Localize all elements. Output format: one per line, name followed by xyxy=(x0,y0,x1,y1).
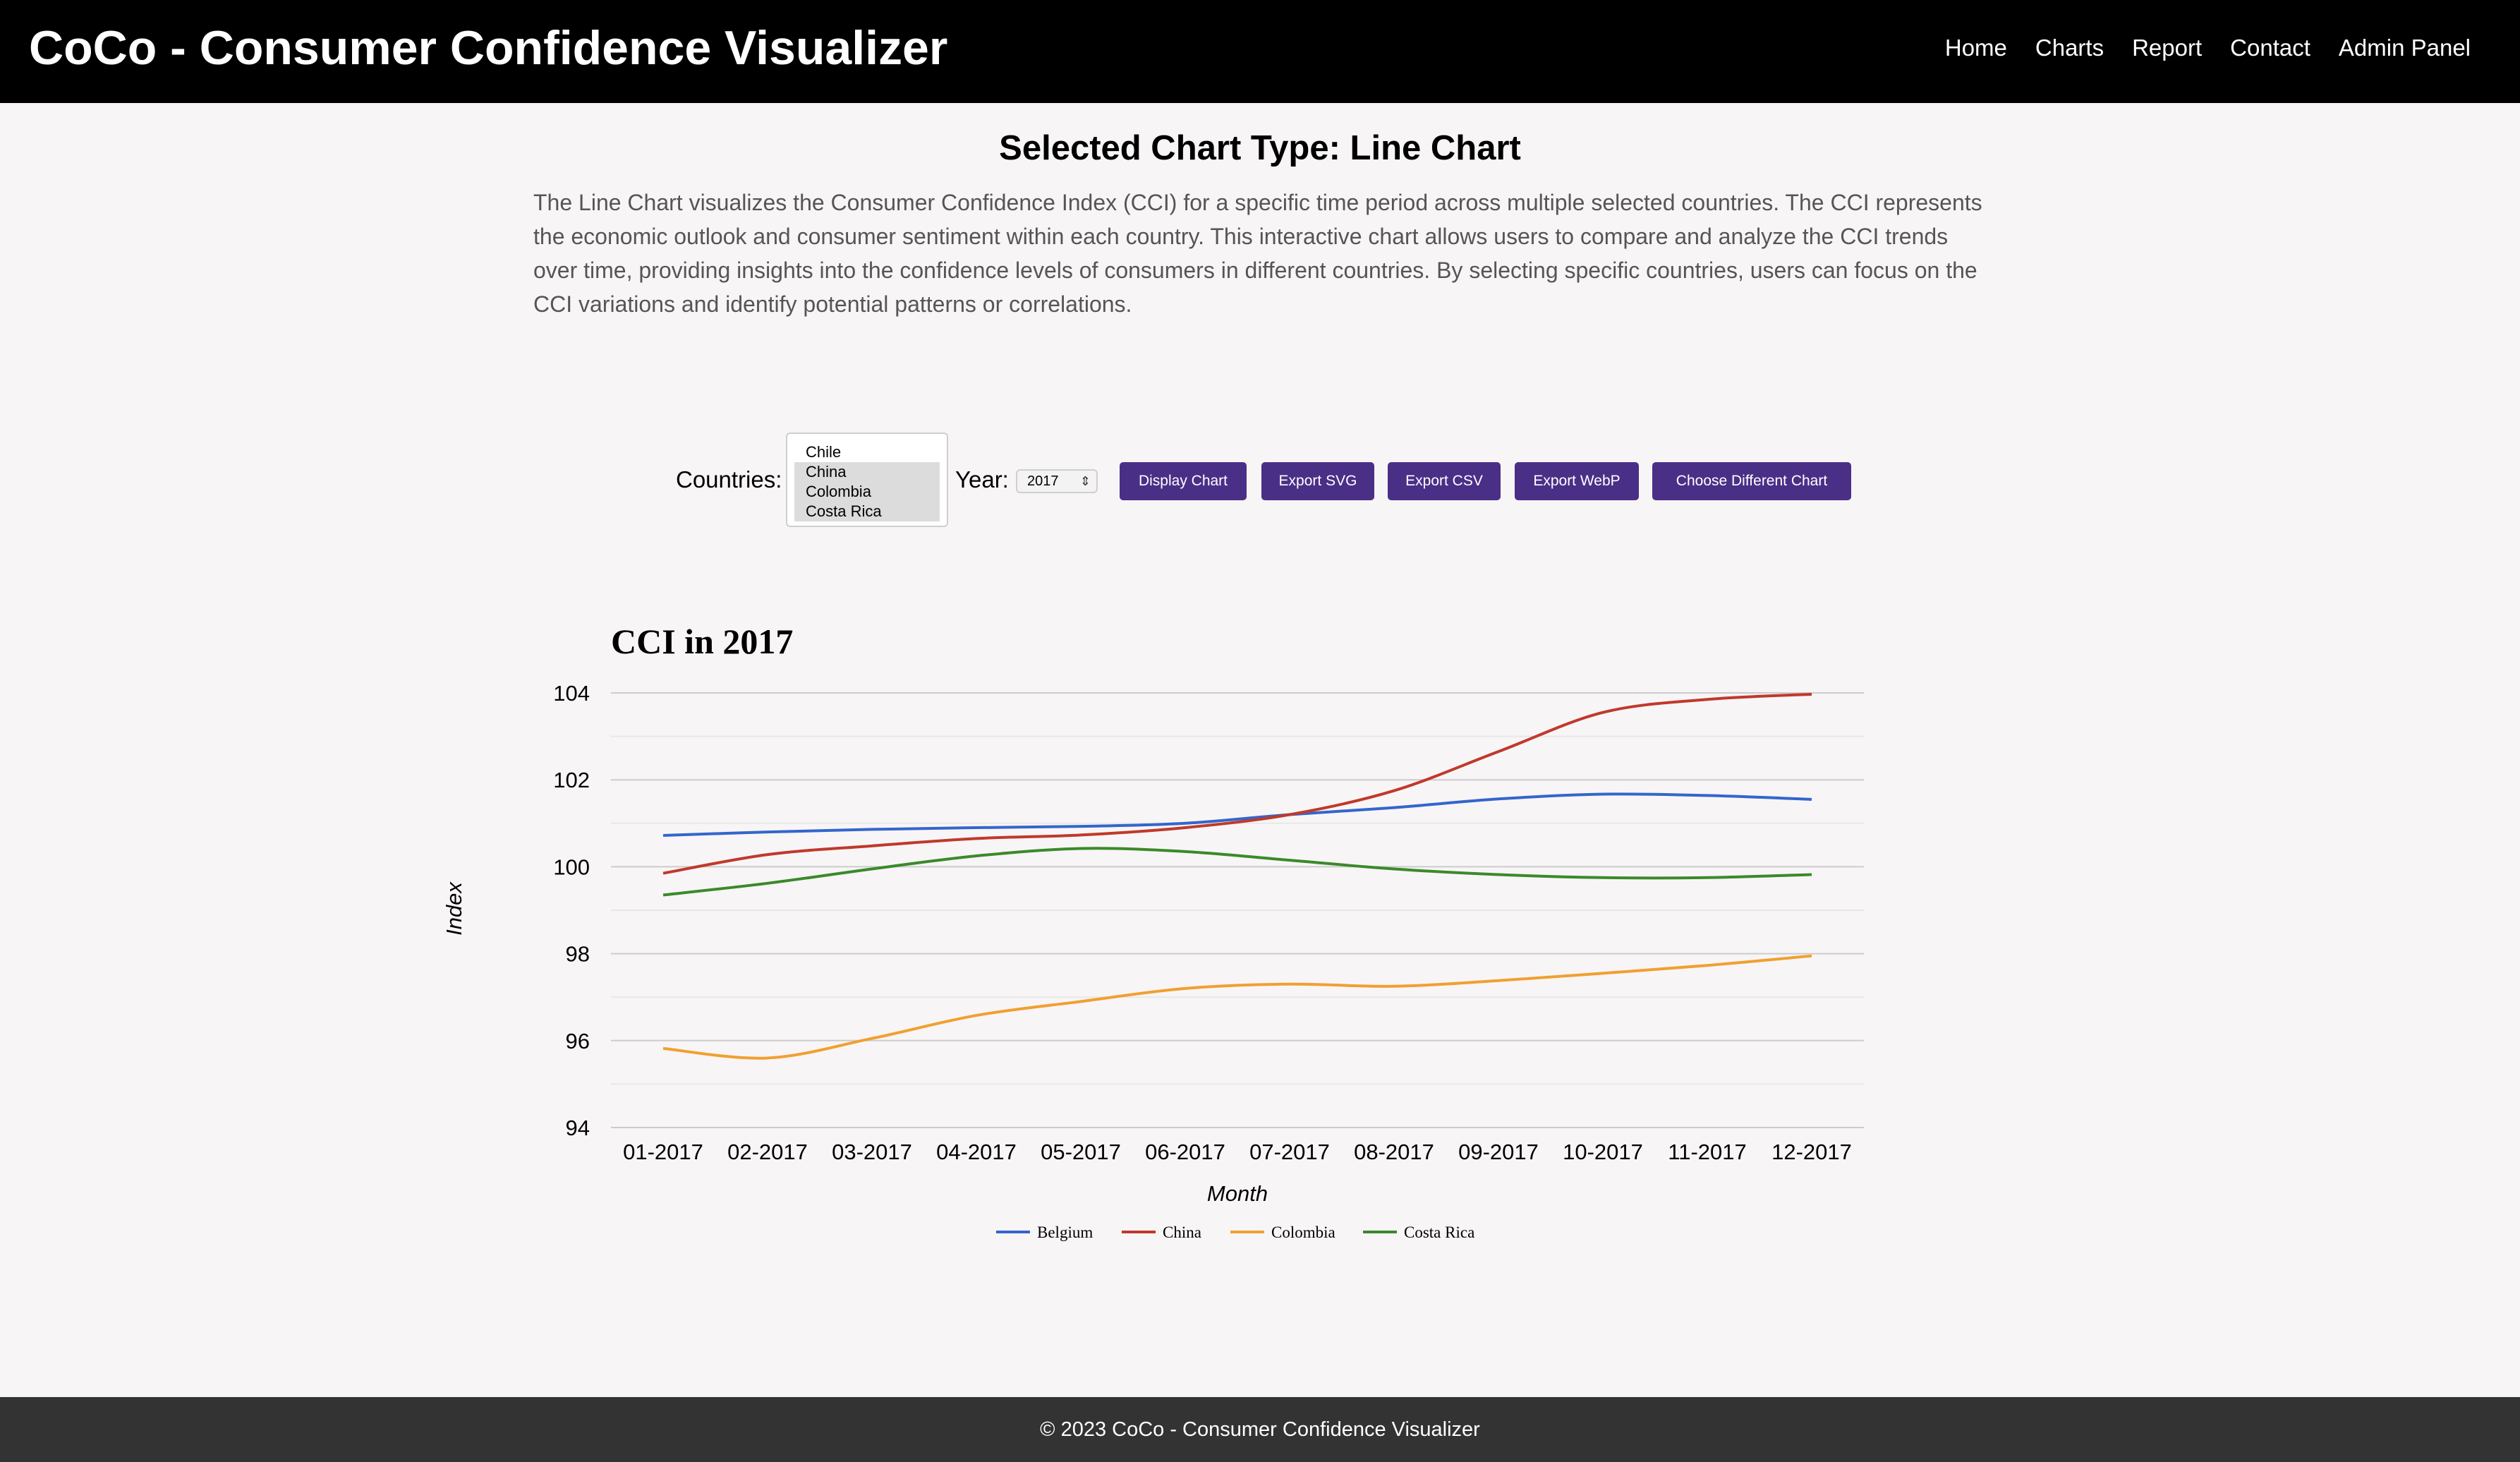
y-axis-label: Index xyxy=(442,881,466,936)
x-axis-label: Month xyxy=(1207,1181,1268,1206)
year-label: Year: xyxy=(955,466,1009,493)
y-tick-label: 96 xyxy=(566,1029,590,1053)
nav-contact[interactable]: Contact xyxy=(2230,35,2310,61)
chart-description: The Line Chart visualizes the Consumer C… xyxy=(533,190,1982,317)
country-option-chile[interactable]: Chile xyxy=(806,443,842,461)
nav-report[interactable]: Report xyxy=(2132,35,2203,61)
series-line-china xyxy=(662,692,1812,875)
export-csv-button[interactable]: Export CSV xyxy=(1388,462,1501,500)
nav-admin-panel[interactable]: Admin Panel xyxy=(2338,35,2471,61)
legend-label-colombia: Colombia xyxy=(1271,1224,1335,1241)
display-chart-button[interactable]: Display Chart xyxy=(1120,462,1247,500)
x-tick-label: 03-2017 xyxy=(832,1140,912,1164)
export-webp-button[interactable]: Export WebP xyxy=(1515,462,1639,500)
y-tick-label: 102 xyxy=(553,768,590,792)
cci-line-chart: CCI in 2017 94 96 98 100 102 104 01-2017 02-20… xyxy=(442,622,1864,1241)
year-select[interactable]: 2017 ⇕ xyxy=(1016,469,1098,493)
app-title: CoCo - Consumer Confidence Visualizer xyxy=(29,21,948,75)
x-tick-label: 02-2017 xyxy=(727,1140,808,1164)
y-tick-label: 100 xyxy=(553,854,590,879)
year-select-value: 2017 xyxy=(1027,473,1059,489)
x-tick-label: 07-2017 xyxy=(1249,1140,1330,1164)
page-title: Selected Chart Type: Line Chart xyxy=(999,129,1521,167)
nav-charts[interactable]: Charts xyxy=(2035,35,2104,61)
app-header: CoCo - Consumer Confidence Visualizer Ho… xyxy=(0,0,2520,103)
page-footer: © 2023 CoCo - Consumer Confidence Visual… xyxy=(0,1397,2520,1462)
x-tick-label: 09-2017 xyxy=(1458,1140,1539,1164)
legend-label-belgium: Belgium xyxy=(1037,1224,1093,1241)
legend-label-costa-rica: Costa Rica xyxy=(1404,1224,1474,1241)
series-line-colombia xyxy=(662,954,1812,1060)
x-tick-label: 08-2017 xyxy=(1354,1140,1434,1164)
chevron-updown-icon: ⇕ xyxy=(1079,474,1091,488)
x-tick-label: 12-2017 xyxy=(1771,1140,1852,1164)
legend-label-china: China xyxy=(1163,1224,1201,1241)
countries-label: Countries: xyxy=(676,466,782,493)
y-tick-label: 98 xyxy=(566,942,590,967)
country-option-china[interactable]: China xyxy=(794,462,940,482)
choose-different-chart-button[interactable]: Choose Different Chart xyxy=(1652,462,1851,500)
countries-select[interactable]: Chile China Colombia Costa Rica xyxy=(786,433,948,527)
country-option-colombia[interactable]: Colombia xyxy=(794,482,940,502)
x-tick-label: 11-2017 xyxy=(1668,1140,1746,1164)
x-tick-label: 04-2017 xyxy=(936,1140,1017,1164)
country-option-costa-rica[interactable]: Costa Rica xyxy=(794,502,940,521)
y-tick-label: 104 xyxy=(553,681,590,706)
main-nav: Home Charts Report Contact Admin Panel xyxy=(1917,0,2471,96)
series-line-belgium xyxy=(662,792,1812,838)
export-svg-button[interactable]: Export SVG xyxy=(1261,462,1374,500)
x-tick-label: 05-2017 xyxy=(1041,1140,1121,1164)
chart-title: CCI in 2017 xyxy=(611,622,793,661)
nav-home[interactable]: Home xyxy=(1944,35,2007,61)
x-tick-label: 10-2017 xyxy=(1563,1140,1643,1164)
y-tick-label: 94 xyxy=(566,1116,590,1140)
x-tick-label: 01-2017 xyxy=(623,1140,703,1164)
series-line-costa-rica xyxy=(662,847,1812,897)
x-tick-label: 06-2017 xyxy=(1145,1140,1225,1164)
